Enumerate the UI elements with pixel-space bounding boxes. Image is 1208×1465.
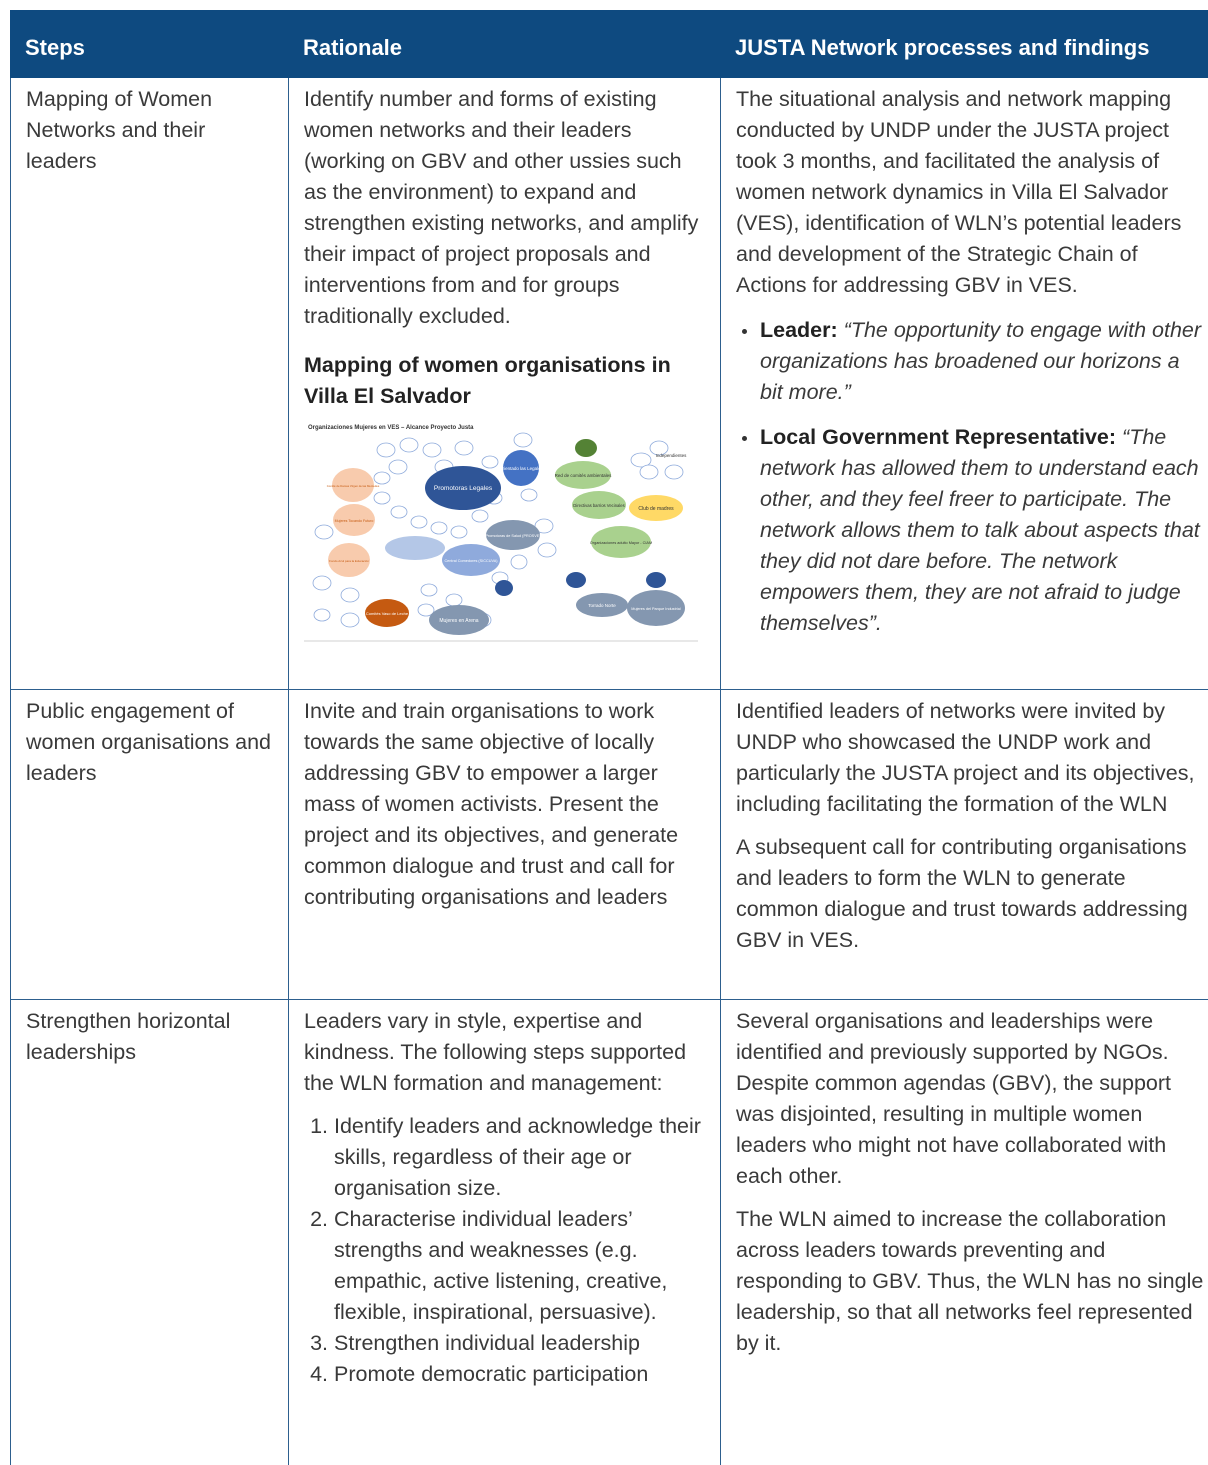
map-title: Organizaciones Mujeres en VES – Alcance … [308,425,474,431]
bubble [591,526,651,558]
bubble [429,605,489,635]
paragraph: The situational analysis and network map… [736,87,1182,297]
bubble [332,468,374,502]
table: Steps Rationale JUSTA Network processes … [10,10,1208,1465]
bubble-label: Mujeres en Arena [439,618,478,624]
bubble [503,450,539,486]
bubble [425,466,501,510]
speaker: Leader: [760,318,838,342]
bubble-label: Torrado Norte [588,603,616,608]
bubble-label: Club de madres [638,506,674,512]
bubble [333,504,375,536]
bubble-label: Fondo Azul para la Educación [329,559,369,563]
bubble [442,544,500,576]
bubble-label: Comité de Damas Virgen de las Mercedes [327,484,380,488]
paragraph: The WLN aimed to increase the collaborat… [736,1207,1204,1355]
bubble [365,599,409,627]
bubble [328,543,370,577]
paragraph: Identify number and forms of existing wo… [304,87,699,328]
bubble [627,590,685,626]
bubble [555,461,611,489]
list-item: Strengthen individual leadership [334,1328,706,1359]
paragraph: Invite and train organisations to work t… [304,699,679,909]
bubble-label: Independientes [656,453,688,458]
bubble [566,572,586,588]
header-cell: JUSTA Network processes and findings [720,10,1208,78]
bubble [576,593,628,617]
paragraph: Identified leaders of networks were invi… [736,699,1195,816]
paragraph: Several organisations and leaderships we… [736,1009,1171,1188]
quote: Leader: “The opportunity to engage with … [736,315,1208,408]
network-map: Organizaciones Mujeres en VES – Alcance … [304,420,698,644]
bubble-label: Promotoras Legales [434,485,493,492]
list-item: Characterise individual leaders’ strengt… [334,1204,706,1328]
quote: Local Government Representative: “The ne… [736,422,1208,639]
paragraph: Leaders vary in style, expertise and kin… [304,1009,687,1095]
step-list: Identify leaders and acknowledge their s… [304,1111,706,1390]
bubble-label: Orientado las Legales [499,466,544,471]
list-item: Identify leaders and acknowledge their s… [334,1111,706,1204]
bubble [495,580,513,596]
findings-cell: Identified leaders of networks were invi… [720,690,1208,1000]
bubble-label: Mujeres del Parque Industrial [631,607,681,611]
findings-cell: Several organisations and leaderships we… [720,1000,1208,1465]
bubble-label: Promotoras de Salud (PROSVE) [485,534,541,538]
speaker: Local Government Representative: [760,425,1117,449]
step-cell: Public engagement of women organisations… [10,690,288,1000]
quote-text: “The opportunity to engage with other or… [760,318,1202,404]
figure-caption: Mapping of women organisations in Villa … [304,353,671,408]
bubble [385,536,445,560]
step-cell: Mapping of Women Networks and their lead… [10,78,288,690]
findings-cell: The situational analysis and network map… [720,78,1208,690]
list-item: Promote democratic participation [334,1359,706,1390]
bubble [572,491,626,519]
bubble [646,572,666,588]
header-cell: Steps [10,10,288,78]
step-cell: Strengthen horizontal leaderships [10,1000,288,1465]
bubble-label: Central Comedores (SICCUVA) [444,559,498,563]
bubble-label: Organizaciones adulto Mayor - CIAM [590,541,652,545]
bubble-label: Comités Vaso de Leche [366,611,409,616]
bubble [486,520,540,550]
quote-list: Leader: “The opportunity to engage with … [736,315,1208,639]
bubble-label: Red de comités ambientales [555,473,613,478]
quote-text: “The network has allowed them to underst… [760,425,1200,635]
header-cell: Rationale [288,10,720,78]
rationale-cell: Leaders vary in style, expertise and kin… [288,1000,720,1465]
bubbles: Promotoras Legales Orientado las Legales… [327,439,687,635]
rationale-cell: Identify number and forms of existing wo… [288,78,720,690]
rationale-cell: Invite and train organisations to work t… [288,690,720,1000]
bubble-label: Directivas barrios Vecinales [573,503,624,508]
paragraph: A subsequent call for contributing organ… [736,835,1188,952]
bubble [575,439,597,457]
bubble-label: Mujeres Tocando Futuro [335,519,374,523]
bubble [629,495,683,521]
